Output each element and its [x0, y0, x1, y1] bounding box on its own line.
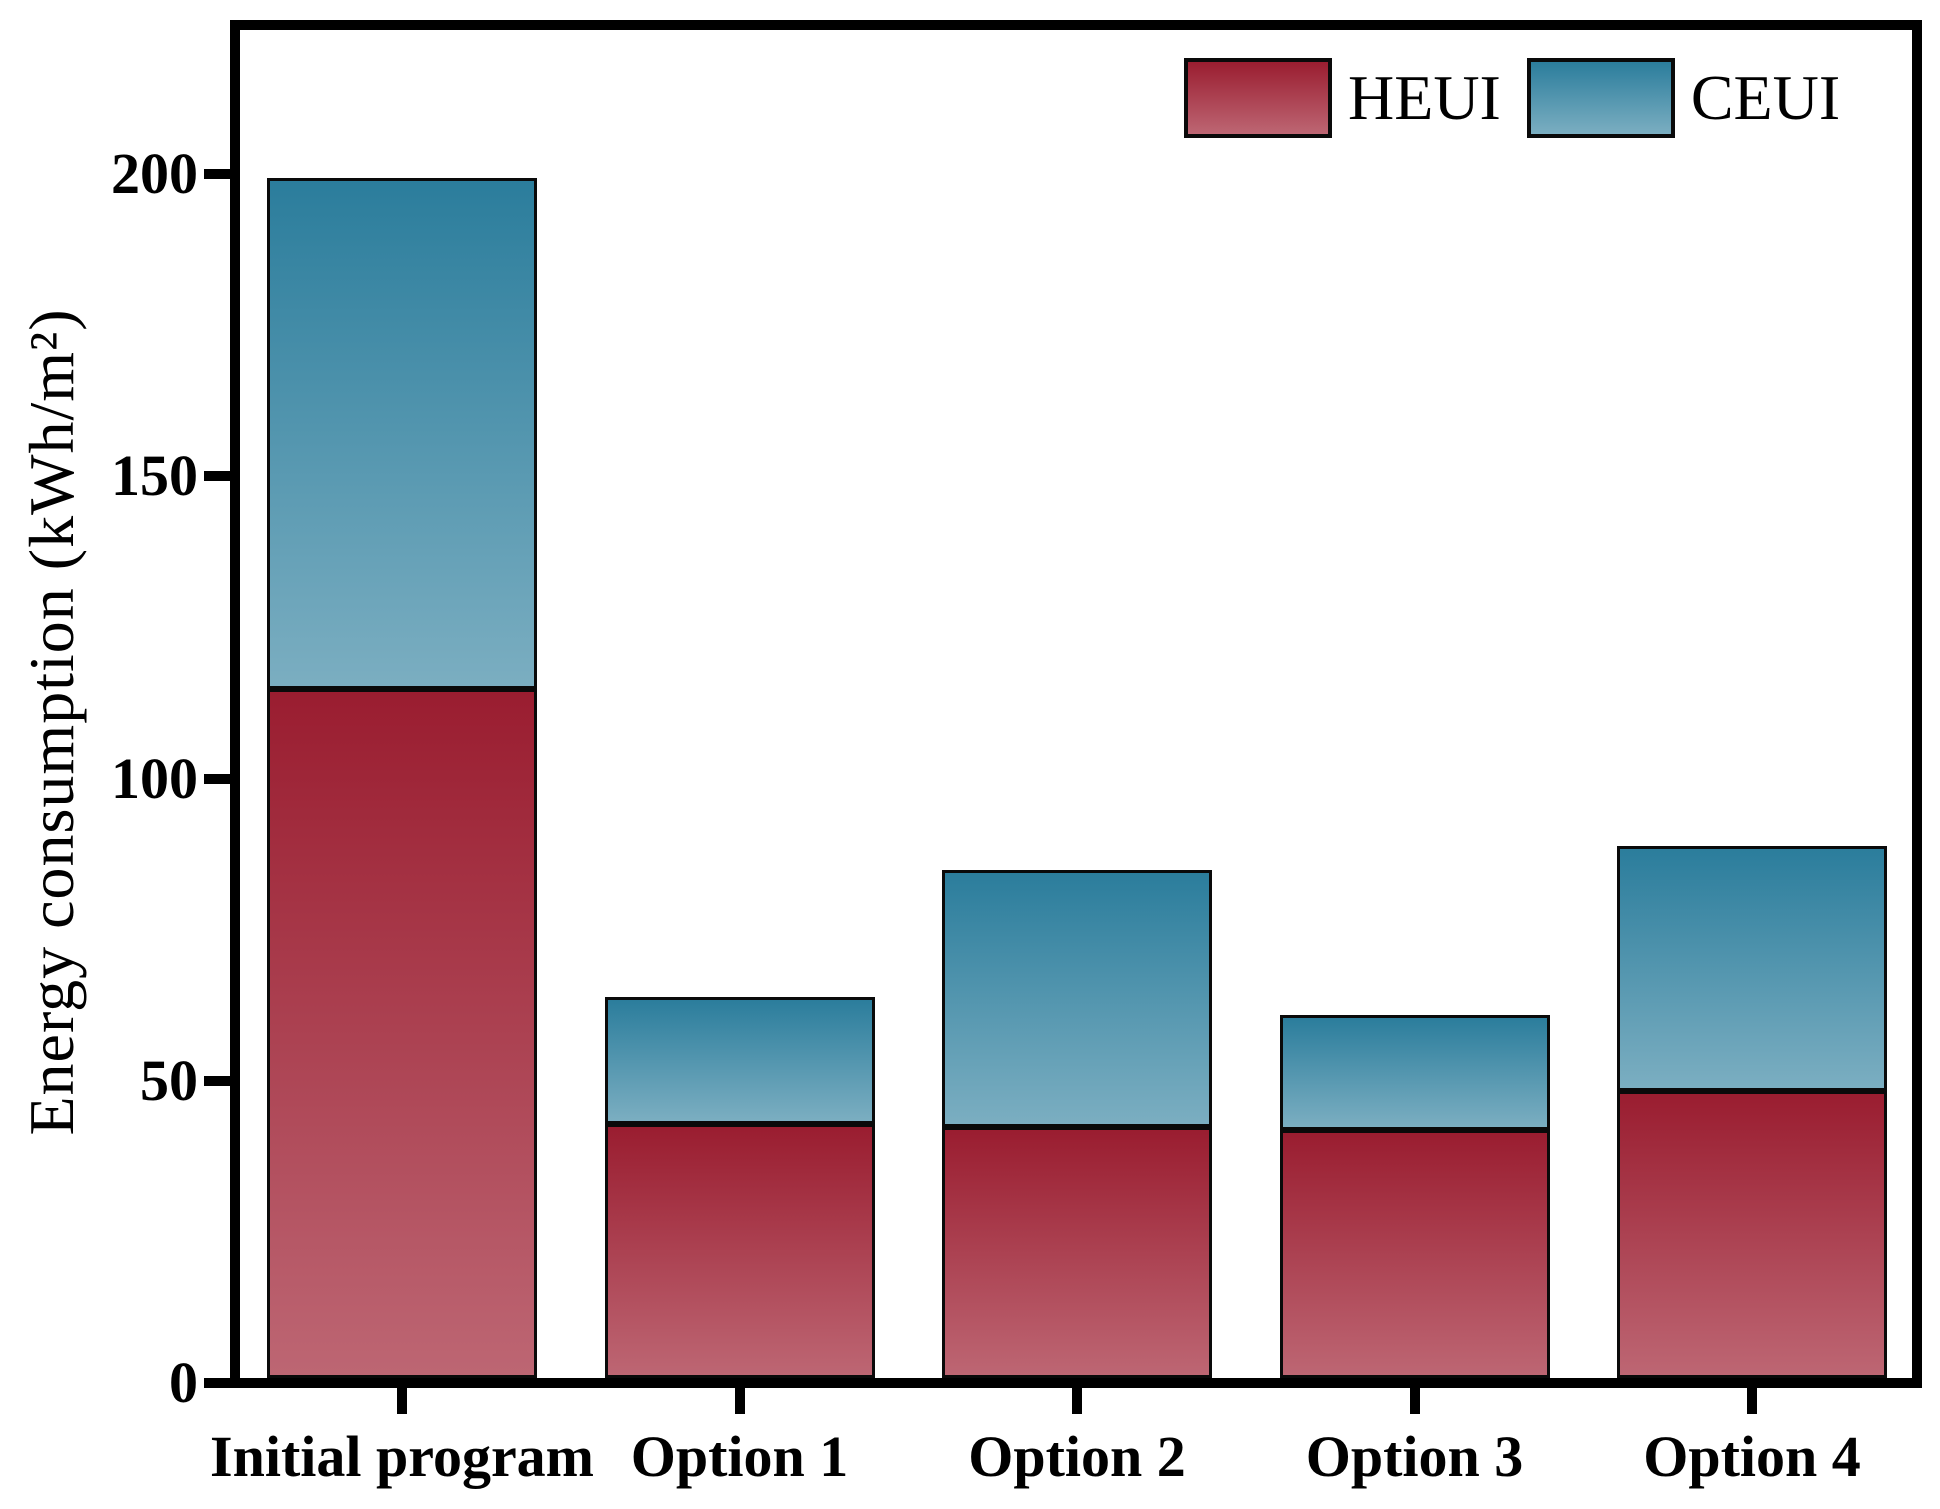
bar-option-1-heui-segment	[604, 1124, 875, 1378]
y-tick-label-200: 200	[111, 141, 198, 207]
bar-option-4-heui-segment	[1617, 1090, 1887, 1378]
x-tick-label-initial-program: Initial program	[210, 1424, 594, 1489]
bar-initial-program-ceui-segment	[267, 178, 537, 689]
x-tick-label-option-1: Option 1	[630, 1424, 849, 1489]
legend-label-ceui: CEUI	[1690, 62, 1841, 133]
bar-option-4-ceui-segment	[1617, 846, 1887, 1091]
y-tick-200	[204, 169, 230, 180]
x-tick-label-option-4: Option 4	[1643, 1424, 1861, 1489]
y-tick-label-0: 0	[169, 1350, 198, 1415]
x-tick-option-1	[734, 1388, 745, 1414]
x-tick-label-option-3: Option 3	[1305, 1424, 1524, 1489]
x-tick-option-2	[1072, 1388, 1082, 1414]
bar-option-3-heui-segment	[1279, 1130, 1550, 1378]
bar-option-3-ceui-segment	[1279, 1015, 1550, 1131]
bar-option-2-ceui-segment	[942, 870, 1212, 1128]
y-axis-title: Energy consumption (kWh/m²)	[16, 308, 87, 1136]
legend-label-heui: HEUI	[1348, 62, 1501, 133]
bar-initial-program-heui-segment	[267, 688, 537, 1378]
x-tick-option-4	[1747, 1388, 1757, 1414]
legend: HEUI CEUI	[1184, 58, 1866, 138]
legend-swatch-heui	[1184, 58, 1332, 138]
y-tick-label-100: 100	[111, 745, 198, 811]
y-tick-150	[204, 471, 230, 482]
y-tick-100	[204, 773, 230, 784]
bars-layer	[240, 30, 1912, 1378]
y-tick-50	[204, 1075, 230, 1086]
bar-option-2-heui-segment	[942, 1127, 1212, 1378]
x-tick-label-option-2: Option 2	[968, 1424, 1186, 1489]
legend-swatch-ceui	[1526, 58, 1675, 138]
y-tick-label-150: 150	[111, 443, 198, 509]
x-tick-initial-program	[397, 1388, 407, 1414]
y-tick-0	[204, 1378, 230, 1388]
x-tick-option-3	[1409, 1388, 1420, 1414]
bar-option-1-ceui-segment	[604, 997, 875, 1125]
y-tick-label-50: 50	[140, 1047, 198, 1113]
